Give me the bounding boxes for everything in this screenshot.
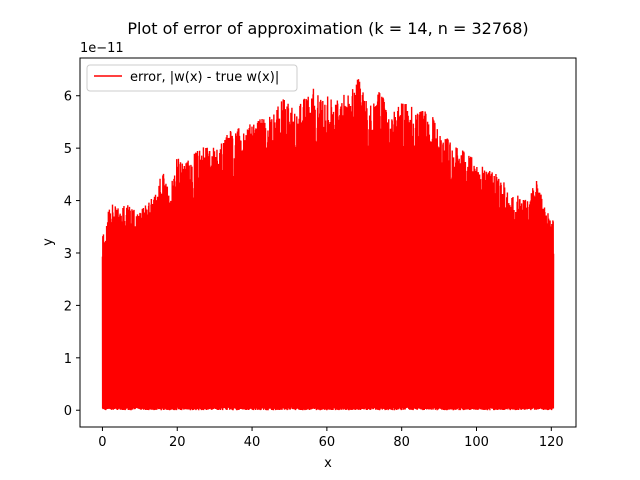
plot-frame [79, 57, 577, 428]
y-axis-offset-label: 1e−11 [80, 41, 124, 56]
x-axis-label: x [324, 456, 332, 471]
x-tick-label: 60 [319, 435, 336, 450]
y-axis: 0 1 2 3 4 5 6 [64, 90, 80, 419]
x-tick-label: 40 [244, 435, 261, 450]
y-tick-label: 6 [64, 90, 72, 105]
chart-title: Plot of error of approximation (k = 14, … [127, 19, 528, 38]
x-tick-label: 20 [169, 435, 186, 450]
legend-label: error, |w(x) - true w(x)| [130, 70, 279, 85]
x-axis: 0 20 40 60 80 100 120 [98, 427, 564, 450]
series-line-error [101, 79, 555, 411]
y-axis-label: y [41, 238, 56, 246]
y-tick-label: 4 [64, 195, 72, 210]
x-tick-label: 100 [464, 435, 489, 450]
y-tick-label: 0 [64, 404, 72, 419]
x-tick-label: 0 [98, 435, 106, 450]
y-tick-label: 1 [64, 352, 72, 367]
x-tick-label: 80 [393, 435, 410, 450]
x-tick-label: 120 [539, 435, 564, 450]
y-tick-label: 3 [64, 247, 72, 262]
legend-box [86, 64, 298, 92]
y-tick-label: 2 [64, 299, 72, 314]
plot-area [101, 79, 555, 411]
y-tick-label: 5 [64, 142, 72, 157]
legend: error, |w(x) - true w(x)| [86, 64, 298, 92]
